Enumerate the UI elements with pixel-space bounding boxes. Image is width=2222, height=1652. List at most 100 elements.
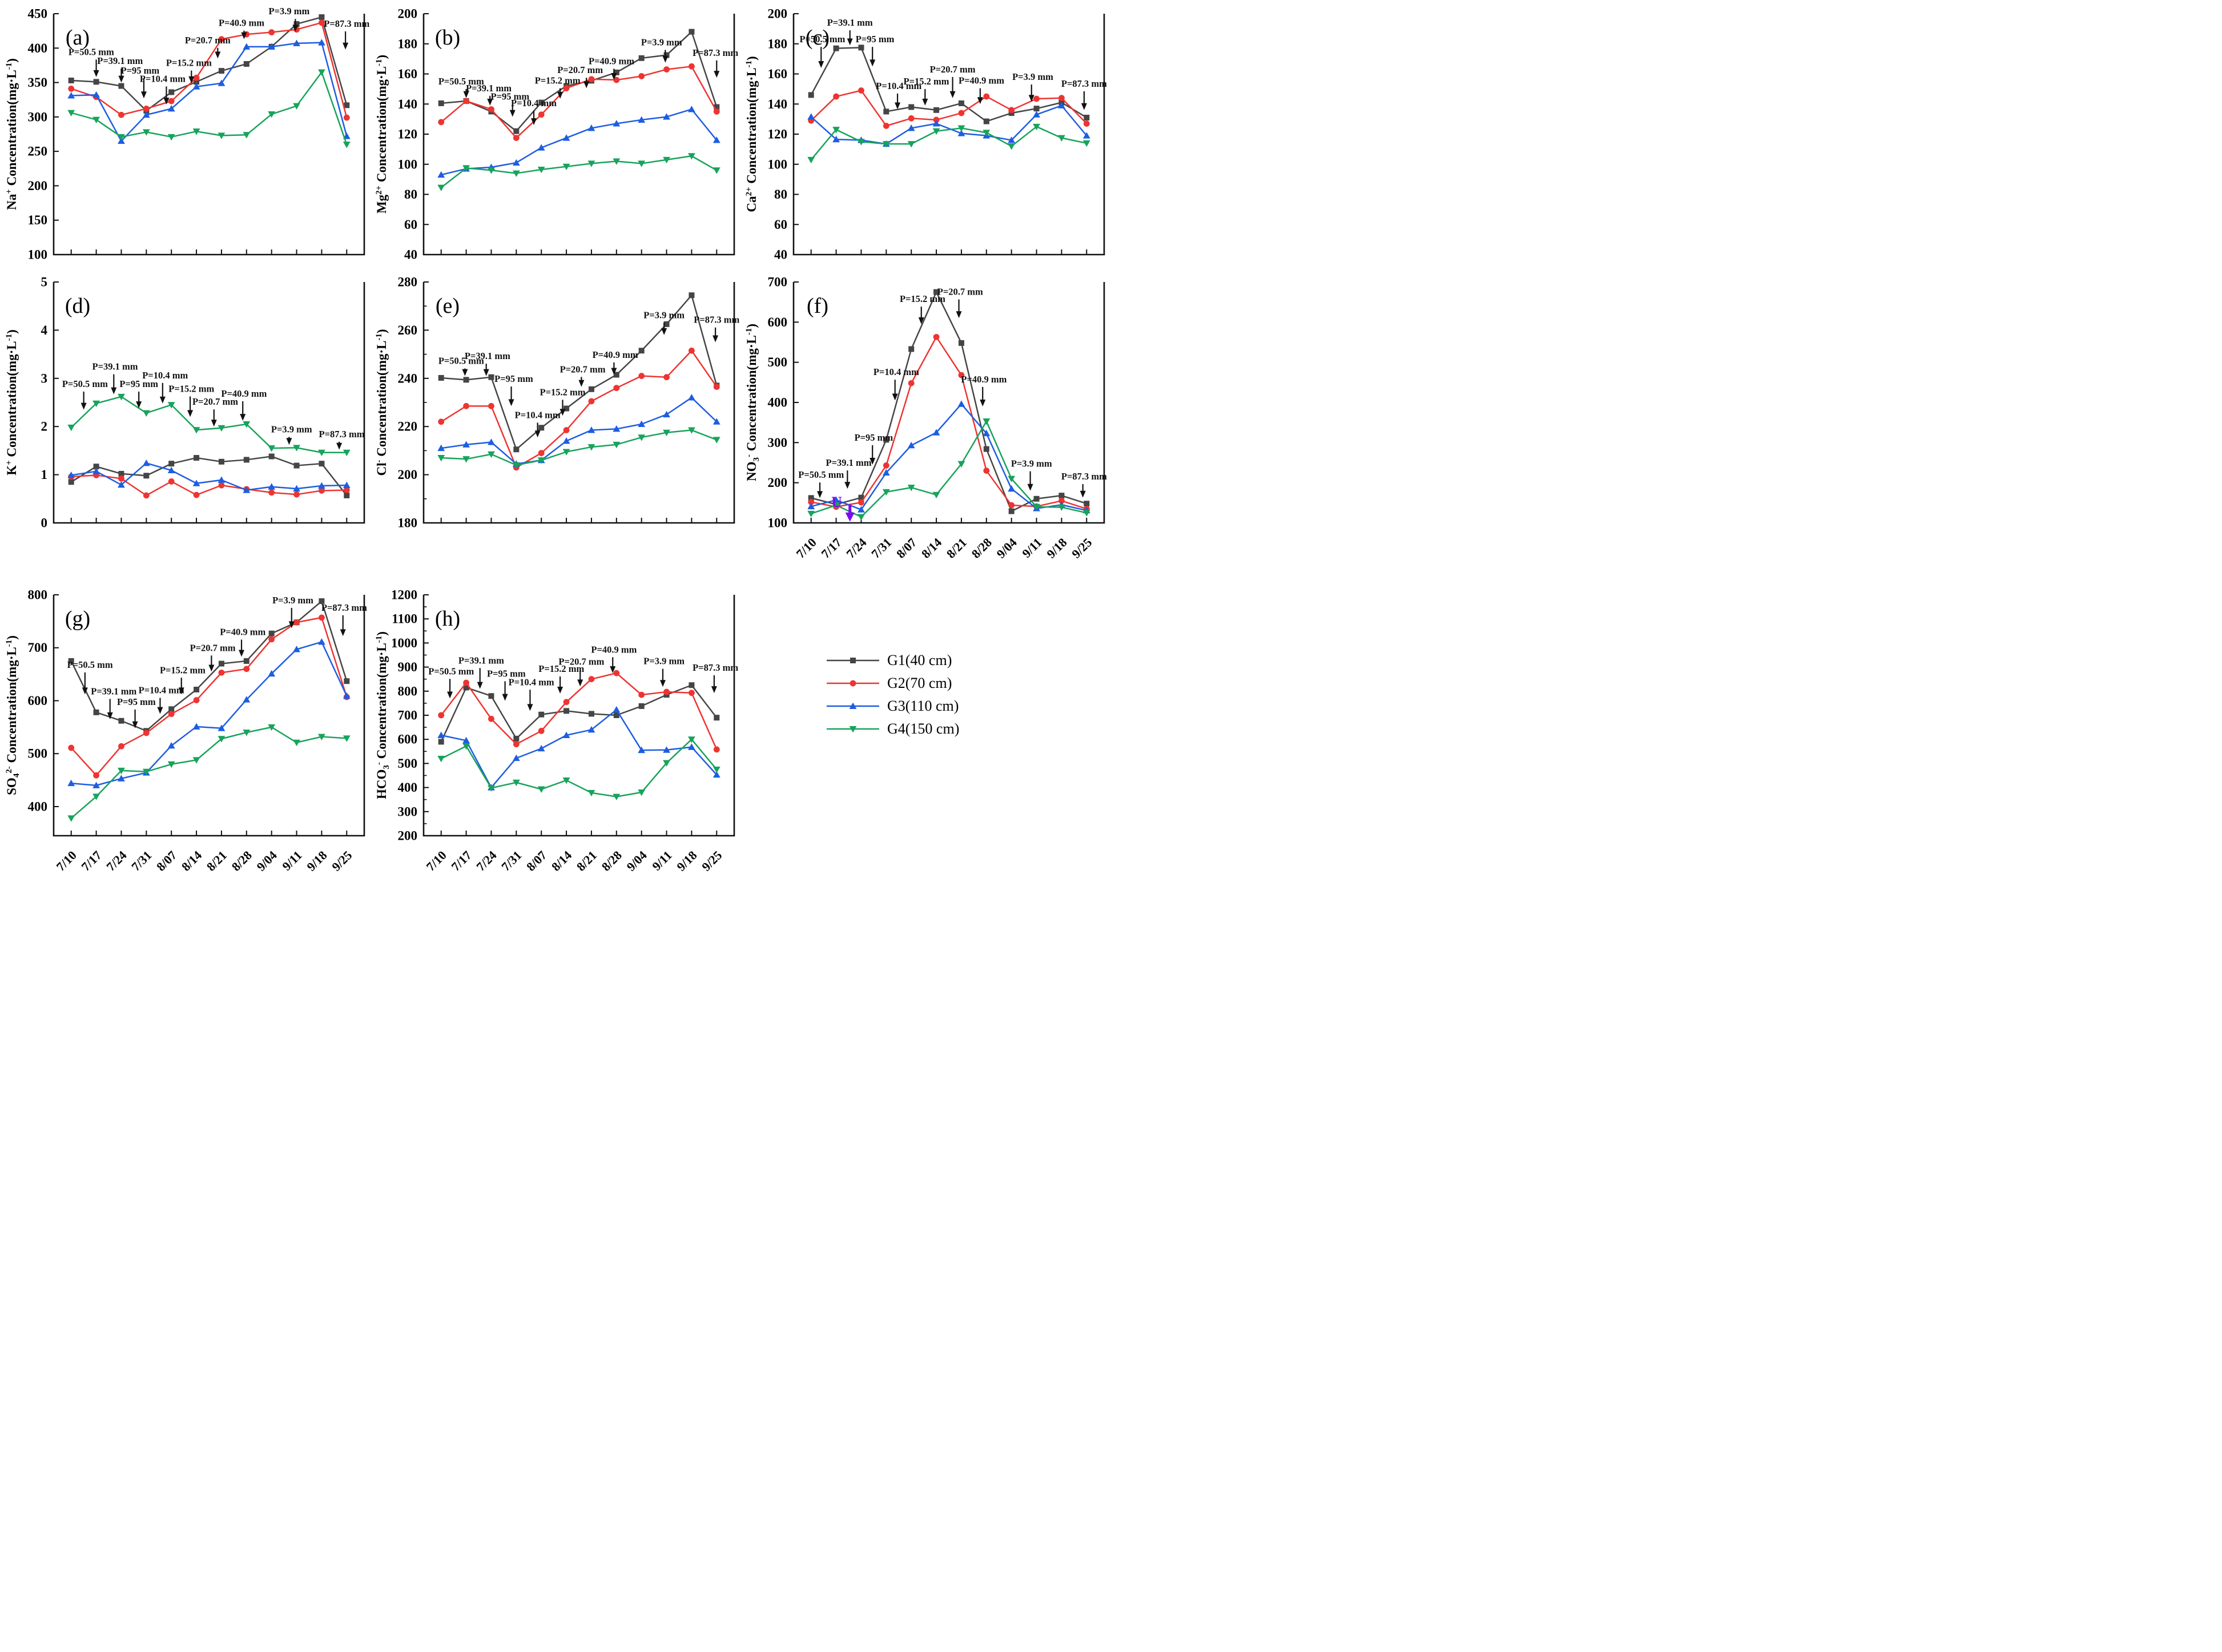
svg-text:8/28: 8/28 [229,848,255,873]
legend: G1(40 cm) G2(70 cm) G3(110 cm) G4(150 cm) [741,585,1111,897]
svg-text:240: 240 [398,371,418,385]
svg-text:200: 200 [768,476,788,490]
panel-h-chart: 200 300 400 500 600 700 800 900 1000 1100 1200 7/10… [375,588,738,874]
svg-text:U: U [831,494,842,510]
svg-text:SO42- Concentration(mg·L-1): SO42- Concentration(mg·L-1) [5,635,21,795]
svg-text:120: 120 [398,127,418,142]
svg-text:P=10.4 mm: P=10.4 mm [511,98,557,108]
svg-text:600: 600 [768,315,788,329]
svg-text:(c): (c) [806,26,830,50]
svg-text:7/24: 7/24 [103,848,129,873]
svg-text:4: 4 [41,323,48,337]
svg-text:P=95 mm: P=95 mm [855,432,893,443]
svg-text:K+ Concentration(mg·L-1): K+ Concentration(mg·L-1) [5,329,19,476]
svg-text:9/11: 9/11 [1019,535,1044,560]
svg-text:P=50.5 mm: P=50.5 mm [799,34,845,45]
svg-text:400: 400 [28,41,48,55]
svg-text:P=10.4 mm: P=10.4 mm [515,409,561,420]
svg-text:P=20.7 mm: P=20.7 mm [560,364,606,374]
svg-text:P=20.7 mm: P=20.7 mm [185,35,231,46]
svg-text:7/24: 7/24 [843,535,869,561]
svg-text:80: 80 [404,187,417,202]
svg-text:250: 250 [28,144,48,159]
svg-text:7/31: 7/31 [868,535,894,561]
svg-text:P=87.3 mm: P=87.3 mm [693,662,738,673]
svg-text:9/11: 9/11 [279,848,304,873]
svg-text:P=3.9 mm: P=3.9 mm [269,6,310,17]
svg-text:7/17: 7/17 [448,848,474,873]
legend-item-g4: G4(150 cm) [826,720,959,738]
svg-text:P=39.1 mm: P=39.1 mm [827,17,873,28]
svg-text:9/25: 9/25 [1069,535,1094,561]
svg-text:60: 60 [404,217,417,232]
svg-text:P=95 mm: P=95 mm [117,696,156,707]
svg-text:Cl- Concentration(mg·L-1): Cl- Concentration(mg·L-1) [375,329,389,476]
svg-text:160: 160 [768,67,788,81]
svg-text:P=20.7 mm: P=20.7 mm [930,64,976,75]
svg-text:Na+ Concentration(mg·L-1): Na+ Concentration(mg·L-1) [5,58,19,210]
legend-label: G4(150 cm) [887,720,960,737]
svg-text:P=15.2 mm: P=15.2 mm [540,386,585,397]
svg-text:200: 200 [28,179,48,193]
svg-text:P=95 mm: P=95 mm [856,34,895,45]
svg-text:P=87.3 mm: P=87.3 mm [693,47,738,58]
svg-text:P=40.9 mm: P=40.9 mm [961,374,1007,385]
svg-text:8/07: 8/07 [154,848,179,873]
svg-text:HCO3- Concentration(mg·L-1): HCO3- Concentration(mg·L-1) [375,631,391,799]
svg-text:P=10.4 mm: P=10.4 mm [139,685,184,696]
svg-text:P=50.5 mm: P=50.5 mm [62,378,108,389]
legend-item-g3: G3(110 cm) [826,698,959,715]
svg-text:2: 2 [41,420,48,434]
svg-text:9/04: 9/04 [993,535,1019,561]
svg-text:8/07: 8/07 [524,848,549,873]
svg-text:400: 400 [398,780,418,795]
svg-text:1000: 1000 [391,636,417,650]
svg-text:P=15.2 mm: P=15.2 mm [535,75,581,86]
svg-text:400: 400 [768,396,788,410]
svg-text:P=3.9 mm: P=3.9 mm [272,595,313,606]
legend-label: G1(40 cm) [887,651,952,668]
panel-d-k-concentration: 0 1 2 3 4 5 P=50.5 mm P=39.1 mm P=95 mm P=10.4 mm… [1,272,371,585]
panel-e-chart: 180 200 220 240 260 280 P=50.5 mmP=39.1 mm P=95… [375,275,740,530]
panel-b-chart: 40 60 80 100 120 140 160 180 200 P=50.5 mmP=39.1 … [375,7,738,262]
svg-text:300: 300 [398,804,418,819]
panel-a-na-concentration: 100 150 200 250 300 350 400 450 P=50.5 mm P=39.1 … [1,3,371,272]
svg-text:P=95 mm: P=95 mm [491,91,530,102]
svg-text:140: 140 [398,97,418,111]
svg-text:P=15.2 mm: P=15.2 mm [166,58,212,69]
svg-text:(b): (b) [435,26,460,50]
svg-text:P=10.4 mm: P=10.4 mm [142,370,188,381]
svg-text:80: 80 [774,187,787,202]
panel-e-cl-concentration: 180 200 220 240 260 280 P=50.5 mm P=39.1 mm P=95… [371,272,741,585]
svg-text:100: 100 [768,157,788,171]
svg-text:700: 700 [28,640,48,655]
svg-text:P=50.5 mm: P=50.5 mm [428,666,474,676]
svg-text:500: 500 [768,355,788,369]
triangle-up-series-marker-icon [827,702,879,709]
svg-text:P=40.9 mm: P=40.9 mm [593,349,638,360]
svg-text:7/17: 7/17 [78,848,104,873]
svg-text:100: 100 [768,516,788,530]
svg-text:P=50.5 mm: P=50.5 mm [438,355,484,366]
panel-a-chart: 100 150 200 250 300 350 400 450 P=50.5 mmP=39.1 … [5,6,370,261]
svg-text:P=3.9 mm: P=3.9 mm [643,656,685,667]
svg-text:40: 40 [774,248,787,262]
svg-text:8/28: 8/28 [599,848,625,873]
svg-text:P=20.7 mm: P=20.7 mm [937,287,983,297]
svg-text:8/21: 8/21 [574,848,599,873]
svg-text:P=10.4 mm: P=10.4 mm [873,366,919,377]
svg-text:220: 220 [398,420,418,434]
panel-c-ca-concentration: 40 60 80 100 120 140 160 180 200 P=50.5 mm P=39.1 … [741,3,1111,272]
svg-text:300: 300 [768,436,788,450]
panel-g-chart: 4005006007008007/107/177/247/318/078/148… [5,588,367,874]
svg-text:P=3.9 mm: P=3.9 mm [1012,71,1053,82]
svg-text:7/31: 7/31 [498,848,524,873]
svg-text:3: 3 [41,371,48,385]
svg-text:8/14: 8/14 [179,848,204,873]
svg-text:P=95 mm: P=95 mm [494,373,533,384]
svg-text:400: 400 [28,799,48,813]
svg-text:P=39.1 mm: P=39.1 mm [826,457,872,468]
svg-text:500: 500 [398,756,418,771]
svg-text:P=87.3 mm: P=87.3 mm [319,429,365,440]
svg-text:7/10: 7/10 [423,848,449,873]
